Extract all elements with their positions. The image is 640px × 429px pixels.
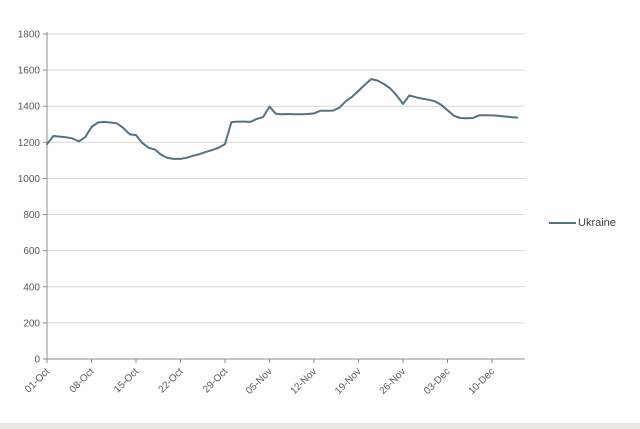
x-tick-label: 29-Oct — [201, 366, 230, 395]
x-tick-label: 01-Oct — [23, 366, 52, 395]
series-line-ukraine — [46, 78, 519, 160]
x-tick-label: 19-Nov — [333, 366, 364, 397]
x-tick-label: 03-Dec — [422, 366, 453, 397]
x-tick-label: 26-Nov — [378, 366, 409, 397]
legend-line-swatch — [549, 222, 576, 224]
y-tick-label: 1600 — [18, 66, 41, 77]
y-tick-label: 200 — [23, 318, 40, 329]
y-tick-label: 1200 — [18, 138, 41, 149]
y-tick-label: 0 — [34, 355, 40, 366]
x-tick-label: 12-Nov — [289, 366, 320, 397]
x-tick-label: 22-Oct — [157, 366, 186, 395]
y-tick-label: 1400 — [18, 102, 41, 113]
y-tick-label: 1000 — [18, 174, 41, 185]
y-tick-label: 600 — [23, 246, 40, 257]
y-tick-label: 400 — [23, 282, 40, 293]
y-tick-label: 800 — [23, 210, 40, 221]
x-tick-label: 05-Nov — [244, 366, 275, 397]
y-tick-label: 1800 — [18, 30, 41, 41]
x-tick-label: 10-Dec — [467, 366, 498, 397]
legend-series-label: Ukraine — [578, 217, 616, 229]
x-tick-label: 15-Oct — [112, 366, 141, 395]
bottom-edge-strip — [0, 423, 640, 429]
chart-legend: Ukraine — [549, 217, 616, 229]
x-tick-label: 08-Oct — [68, 366, 97, 395]
